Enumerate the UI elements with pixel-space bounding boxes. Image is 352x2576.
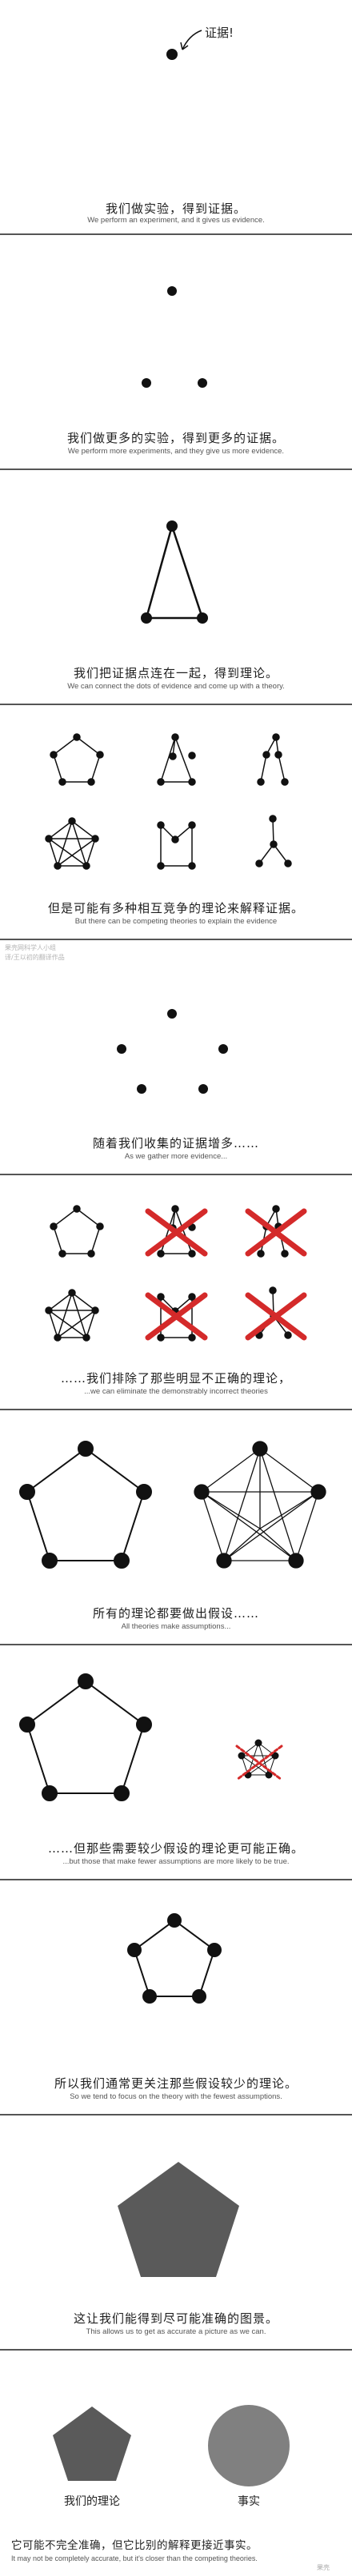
caption-en: But there can be competing theories to e…	[74, 917, 278, 926]
panel-divider	[0, 704, 352, 705]
caption-cn: 所有的理论都要做出假设……	[92, 1606, 259, 1621]
evidence-note: 证据!	[205, 26, 234, 40]
panel-divider	[0, 1644, 352, 1645]
panel-10-art	[118, 2162, 239, 2277]
panel-3: 我们把证据点连在一起，得到理论。 We can connect the dots…	[0, 470, 352, 702]
caption-en: So we tend to focus on the theory with t…	[70, 2092, 282, 2101]
theory-zigzag	[257, 733, 289, 786]
panel-divider	[0, 939, 352, 940]
panel-divider	[0, 2349, 352, 2351]
evidence-dot	[137, 1084, 146, 1094]
evidence-dot	[218, 1044, 228, 1054]
picture-pentagon	[118, 2162, 239, 2277]
panel-4-art	[45, 733, 292, 870]
panel-3-art	[141, 520, 208, 624]
panel-9: 所以我们通常更关注那些假设较少的理论。 So we tend to focus …	[0, 1880, 352, 2112]
panel-8-art	[19, 1673, 283, 1801]
panel-6-art	[45, 1205, 307, 1342]
evidence-dot	[197, 612, 208, 624]
our-theory-label: 我们的理论	[64, 2495, 120, 2508]
theory-pentagon	[127, 1913, 222, 2004]
eliminate-cross-icon	[245, 1292, 307, 1341]
watermark-line: 译/王以初的翻译作品	[5, 954, 65, 961]
caption-en: We perform an experiment, and it gives u…	[87, 216, 265, 225]
panel-1-art	[166, 30, 202, 60]
evidence-dot	[198, 378, 207, 388]
caption-cn: ……我们排除了那些明显不正确的理论，	[60, 1371, 291, 1386]
caption-cn: 这让我们能得到尽可能准确的图景。	[73, 2311, 278, 2326]
arrowhead-icon	[180, 42, 189, 50]
theory-star	[45, 1289, 99, 1342]
panel-2: 我们做更多的实验，得到更多的证据。 We perform more experi…	[0, 235, 352, 467]
evidence-dot	[166, 520, 178, 532]
panel-11: 我们的理论 事实 它可能不完全准确，但它比别的解释更接近事实。 It may n…	[0, 2351, 352, 2576]
caption-cn: 随着我们收集的证据增多……	[92, 1136, 259, 1150]
panel-divider	[0, 1879, 352, 1880]
eliminate-cross-icon	[145, 1208, 208, 1257]
panel-6: ……我们排除了那些明显不正确的理论， ...we can eliminate t…	[0, 1175, 352, 1407]
theory-pentagon	[19, 1441, 152, 1569]
panel-1: 证据! 我们做实验，得到证据。 We perform an experiment…	[0, 0, 352, 232]
panel-divider	[0, 469, 352, 470]
pointer-arrow-icon	[182, 30, 202, 50]
panel-7: 所有的理论都要做出假设…… All theories make assumpti…	[0, 1410, 352, 1642]
theory-peak	[157, 733, 196, 786]
eliminated-theory-peak	[157, 1205, 196, 1258]
theory-pentagon	[19, 1673, 152, 1801]
caption-cn: 我们做更多的实验，得到更多的证据。	[66, 431, 285, 445]
evidence-dot	[167, 1009, 177, 1019]
caption-cn: 它可能不完全准确，但它比别的解释更接近事实。	[11, 2539, 258, 2552]
assumption-cross-icon	[235, 1745, 283, 1781]
theory-open-box	[157, 821, 196, 870]
panel-7-art	[19, 1441, 326, 1569]
panel-9-art	[127, 1913, 222, 2004]
our-theory-pentagon	[53, 2407, 131, 2481]
evidence-dot	[167, 286, 177, 296]
theory-fork	[255, 815, 292, 867]
caption-en: We can connect the dots of evidence and …	[67, 682, 285, 691]
evidence-dot	[141, 612, 152, 624]
theory-pentagon	[50, 1205, 104, 1258]
panel-divider	[0, 1174, 352, 1175]
panel-5: 果壳网科学人小组 译/王以初的翻译作品 随着我们收集的证据增多…… As we …	[0, 940, 352, 1172]
panel-5-art	[117, 1009, 228, 1094]
panel-10: 这让我们能得到尽可能准确的图景。 This allows us to get a…	[0, 2115, 352, 2347]
discounted-theory-star	[238, 1739, 279, 1779]
eliminate-cross-icon	[145, 1292, 208, 1341]
panel-2-art	[142, 286, 207, 388]
evidence-dot	[166, 49, 178, 60]
panel-11-art	[53, 2405, 290, 2486]
theory-star	[45, 817, 99, 870]
watermark-line: 果壳网科学人小组	[5, 944, 56, 951]
caption-cn: ……但那些需要较少假设的理论更可能正确。	[47, 1841, 304, 1856]
truth-label: 事实	[238, 2495, 260, 2508]
caption-en: We perform more experiments, and they gi…	[67, 447, 285, 456]
evidence-dot	[117, 1044, 126, 1054]
evidence-dot	[198, 1084, 208, 1094]
truth-circle	[208, 2405, 290, 2486]
caption-cn: 所以我们通常更关注那些假设较少的理论。	[54, 2076, 298, 2091]
caption-cn: 我们做实验，得到证据。	[105, 201, 246, 216]
panel-divider	[0, 1409, 352, 1410]
caption-en: It may not be completely accurate, but i…	[11, 2554, 258, 2562]
theory-star-complex	[194, 1441, 326, 1569]
caption-en: This allows us to get as accurate a pict…	[86, 2327, 266, 2336]
caption-en: All theories make assumptions...	[121, 1622, 231, 1631]
caption-cn: 我们把证据点连在一起，得到理论。	[73, 666, 278, 680]
eliminate-cross-icon	[245, 1208, 307, 1257]
evidence-dot	[142, 378, 151, 388]
corner-watermark: 果壳	[317, 2564, 330, 2571]
theory-triangle	[145, 522, 204, 620]
theory-pentagon	[50, 733, 104, 786]
panel-divider	[0, 2114, 352, 2115]
caption-en: As we gather more evidence...	[124, 1152, 228, 1161]
caption-en: ...but those that make fewer assumptions…	[62, 1857, 290, 1866]
watermark: 果壳网科学人小组 译/王以初的翻译作品	[5, 943, 65, 963]
panel-4: 但是可能有多种相互竞争的理论来解释证据。 But there can be co…	[0, 705, 352, 937]
panel-divider	[0, 233, 352, 235]
panel-8: ……但那些需要较少假设的理论更可能正确。 ...but those that m…	[0, 1645, 352, 1877]
caption-en: ...we can eliminate the demonstrably inc…	[84, 1387, 268, 1396]
caption-cn: 但是可能有多种相互竞争的理论来解释证据。	[47, 901, 304, 915]
